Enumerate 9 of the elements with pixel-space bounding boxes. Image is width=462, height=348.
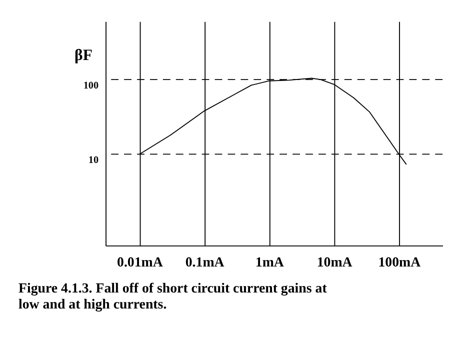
caption: Figure 4.1.3. Fall off of short circuit current gains at low and at high currents. — [18, 282, 328, 312]
x-tick-label: 10mA — [316, 255, 352, 270]
x-tick-label: 1mA — [255, 255, 284, 270]
x-tick-label: 0.01mA — [117, 255, 163, 270]
x-tick-label: 0.1mA — [185, 255, 224, 270]
y-axis-title: βF — [74, 46, 92, 64]
y-tick-label: 10 — [88, 155, 99, 166]
x-tick-label: 100mA — [378, 255, 421, 270]
y-tick-label: 100 — [83, 80, 99, 92]
